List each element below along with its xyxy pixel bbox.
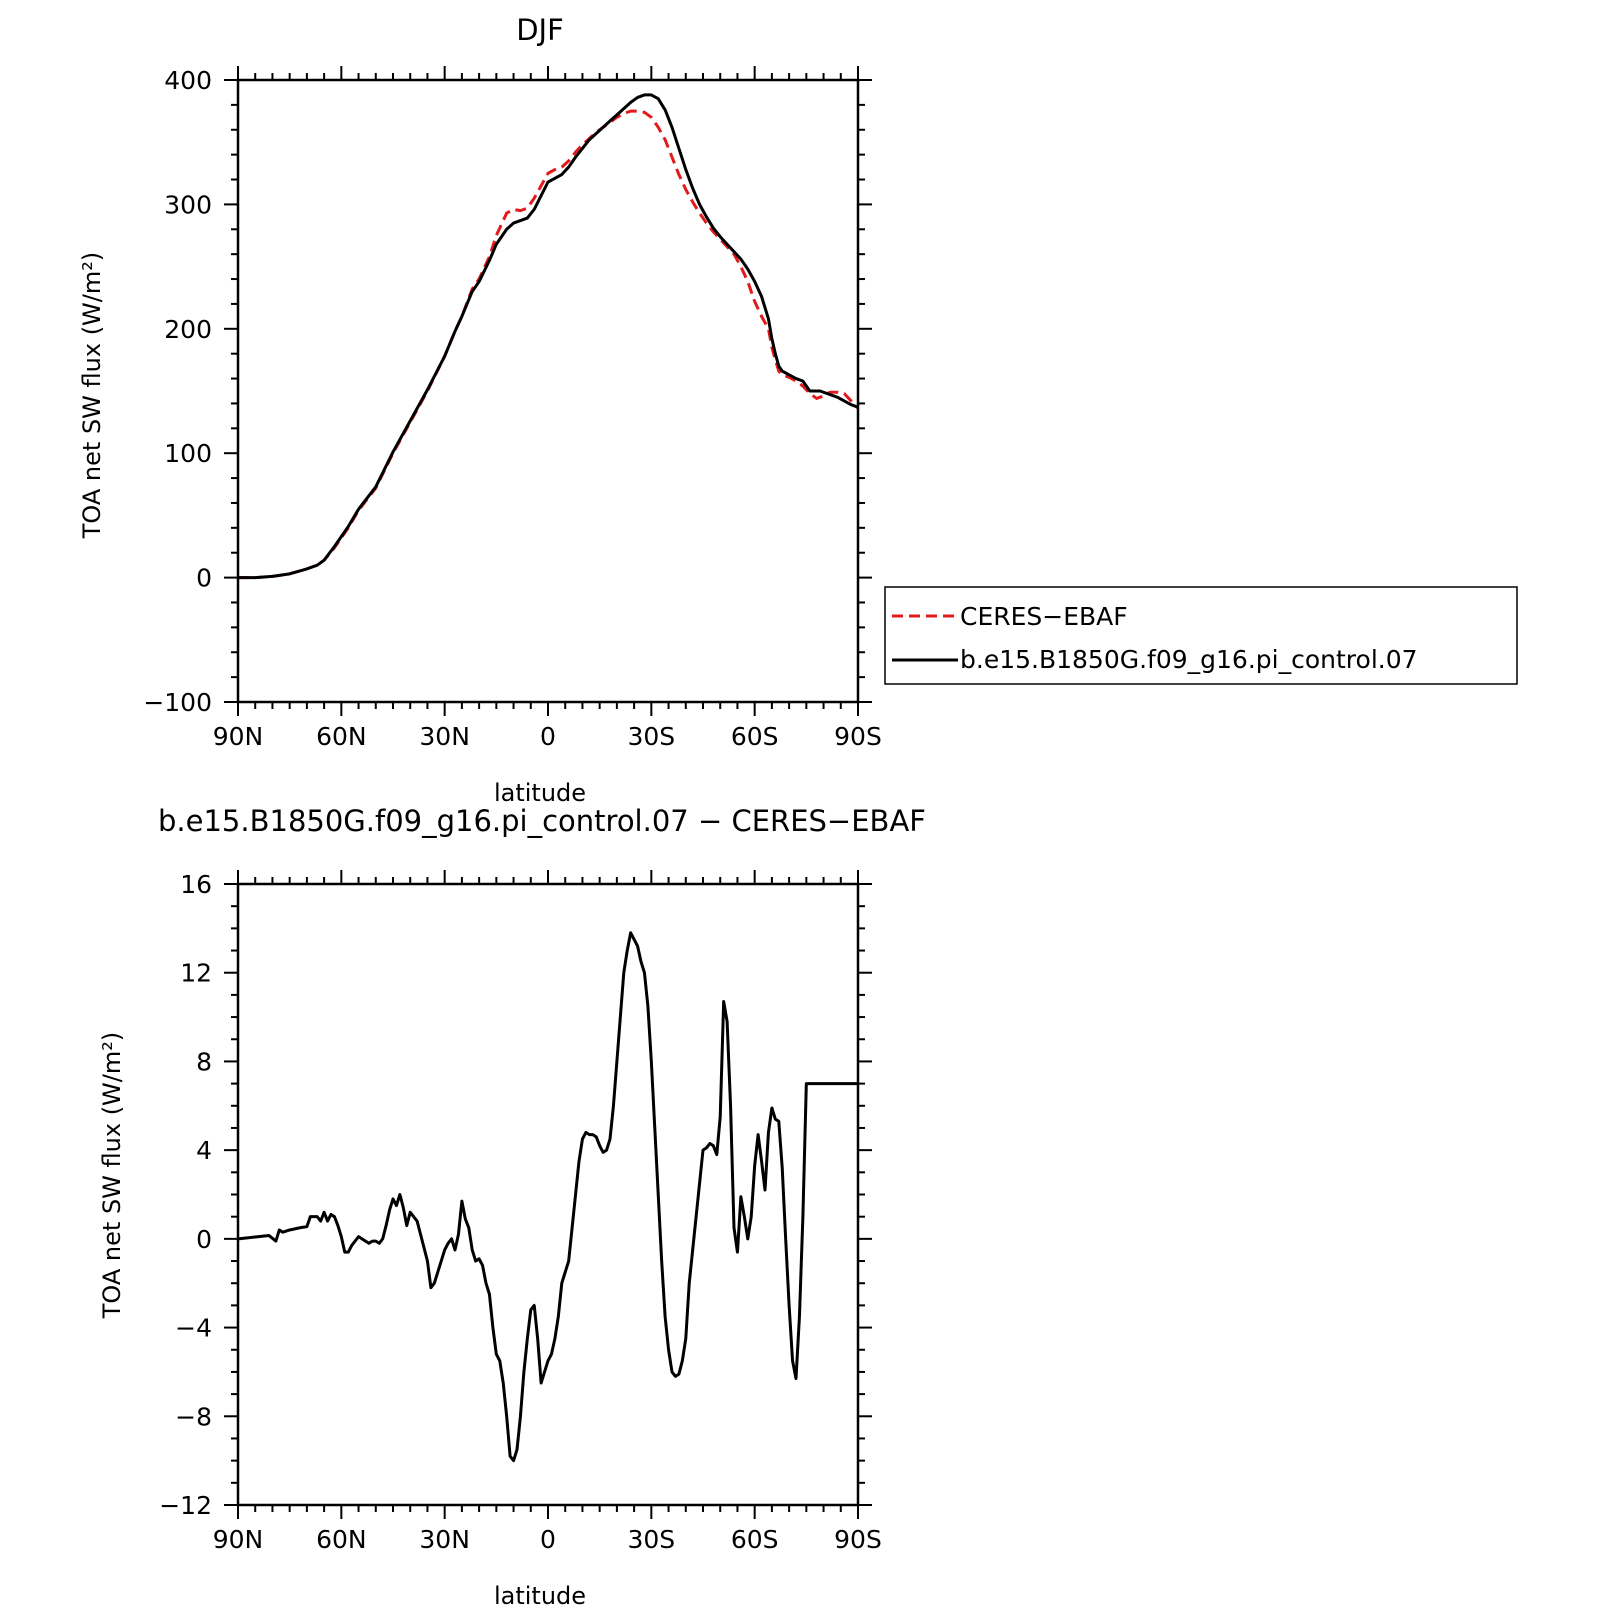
difference-panel: b.e15.B1850G.f09_g16.pi_control.07 − CER…: [98, 804, 926, 1610]
p2-y-tick-label: 16: [180, 870, 212, 899]
panel2-axes: 90N 60N 30N 0 30S 60S 90S −12 −8 −4 0 4 8 12 16: [159, 870, 882, 1554]
panel2-title: b.e15.B1850G.f09_g16.pi_control.07 − CER…: [158, 804, 926, 838]
legend-ceres-label: CERES−EBAF: [960, 602, 1128, 631]
panel2-y-axis-label: TOA net SW flux (W/m²): [98, 1032, 126, 1320]
p2-y-tick-label: −4: [175, 1314, 212, 1343]
p1-y-tick-label: 100: [164, 439, 212, 468]
p2-x-tick-label: 0: [540, 1525, 556, 1554]
p1-y-tick-label: 400: [164, 66, 212, 95]
p1-y-tick-label: −100: [143, 688, 212, 717]
p2-y-tick-label: 0: [196, 1225, 212, 1254]
p1-y-tick-label: 200: [164, 315, 212, 344]
p2-x-tick-label: 60N: [316, 1525, 367, 1554]
panel1-title: DJF: [516, 13, 564, 47]
p1-x-tick-label: 30N: [419, 722, 470, 751]
p2-y-tick-label: 4: [196, 1136, 212, 1165]
p1-x-tick-label: 0: [540, 722, 556, 751]
p1-x-tick-label: 60S: [731, 722, 779, 751]
legend-box: [884, 586, 1518, 685]
legend-model-label: b.e15.B1850G.f09_g16.pi_control.07: [960, 645, 1418, 674]
p2-x-tick-label: 30N: [419, 1525, 470, 1554]
panel2-x-axis-label: latitude: [494, 1582, 586, 1610]
p2-x-tick-label: 90N: [213, 1525, 264, 1554]
p1-x-tick-label: 90S: [834, 722, 882, 751]
djf-panel: DJF 90N 60N 30N 0 30S 60S 90S −100 0 100 200 300 400…: [78, 13, 1518, 807]
p2-y-tick-label: 12: [180, 959, 212, 988]
legend: CERES−EBAF b.e15.B1850G.f09_g16.pi_contr…: [884, 586, 1518, 685]
p2-x-tick-label: 60S: [731, 1525, 779, 1554]
p2-series-0-line: [237, 931, 858, 1463]
panel1-series: [238, 93, 860, 580]
p2-x-tick-label: 90S: [834, 1525, 882, 1554]
p1-x-tick-label: 90N: [213, 722, 264, 751]
p2-y-tick-label: 8: [196, 1047, 212, 1076]
panel1-y-axis-label: TOA net SW flux (W/m²): [78, 252, 106, 540]
panel1-axes: 90N 60N 30N 0 30S 60S 90S −100 0 100 200 300 400: [143, 66, 882, 751]
p2-x-tick-label: 30S: [627, 1525, 675, 1554]
p1-x-tick-label: 30S: [627, 722, 675, 751]
p2-y-tick-label: −8: [175, 1402, 212, 1431]
panel1-x-axis-label: latitude: [494, 779, 586, 807]
p2-y-tick-label: −12: [159, 1491, 212, 1520]
p1-y-tick-label: 300: [164, 190, 212, 219]
panel2-series: [237, 931, 858, 1463]
p1-series-1-line: [238, 93, 859, 580]
p1-y-tick-label: 0: [196, 564, 212, 593]
p1-x-tick-label: 60N: [316, 722, 367, 751]
p2-plot-frame: [236, 882, 860, 1507]
